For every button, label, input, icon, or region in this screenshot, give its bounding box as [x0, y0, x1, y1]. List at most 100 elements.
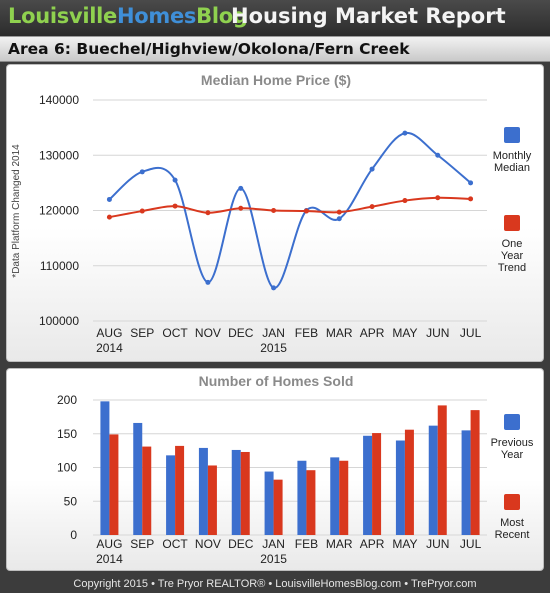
data-point [106, 214, 112, 220]
data-point [303, 208, 309, 214]
data-point [369, 166, 375, 172]
data-point [172, 177, 178, 183]
series-line [109, 196, 471, 219]
x-tick-label: AUG [96, 326, 122, 340]
y-tick-label: 120000 [39, 204, 79, 218]
data-point [336, 209, 342, 215]
bar [339, 460, 349, 535]
y-tick-label: 130000 [39, 148, 79, 162]
x-tick-sublabel: 2014 [96, 552, 123, 566]
legend-label: Recent [495, 529, 530, 541]
bar [306, 470, 316, 535]
bar [273, 479, 283, 535]
data-point [106, 196, 112, 202]
report-title: Housing Market Report [231, 4, 506, 28]
x-tick-label: JUN [426, 537, 449, 551]
data-point [369, 204, 375, 210]
x-tick-label: NOV [195, 537, 221, 551]
x-tick-label: SEP [130, 537, 154, 551]
data-point [435, 195, 441, 201]
y-tick-label: 200 [57, 393, 77, 407]
y-tick-label: 140000 [39, 93, 79, 107]
data-point [402, 130, 408, 136]
bar [437, 405, 447, 535]
data-point [139, 169, 145, 175]
x-tick-sublabel: 2015 [260, 341, 287, 355]
x-tick-label: AUG [96, 537, 122, 551]
legend-swatch [504, 414, 520, 430]
data-point [238, 205, 244, 211]
x-tick-sublabel: 2015 [260, 552, 287, 566]
data-point [139, 208, 145, 214]
bar [133, 422, 143, 535]
bar [166, 455, 176, 535]
data-point [402, 198, 408, 204]
legend-label: Trend [498, 262, 526, 274]
bar [363, 435, 373, 535]
data-point [336, 216, 342, 222]
data-point [238, 185, 244, 191]
legend-label: Year [501, 250, 524, 262]
chart-title: Median Home Price ($) [201, 72, 351, 88]
x-tick-label: MAY [392, 326, 417, 340]
x-tick-label: MAR [326, 326, 353, 340]
data-point [468, 180, 474, 186]
legend-label: Median [494, 162, 530, 174]
x-tick-label: SEP [130, 326, 154, 340]
x-tick-label: DEC [228, 326, 254, 340]
data-point [205, 210, 211, 216]
brand-logo[interactable]: LouisvilleHomesBlog [8, 4, 248, 28]
legend-swatch [504, 127, 520, 143]
bar [297, 460, 307, 535]
x-tick-label: DEC [228, 537, 254, 551]
bar [428, 425, 438, 535]
bar [395, 440, 405, 535]
x-tick-label: JUL [460, 537, 482, 551]
report-header: LouisvilleHomesBlog Housing Market Repor… [0, 0, 550, 36]
data-point [271, 285, 277, 291]
x-tick-label: OCT [162, 326, 188, 340]
bar [330, 457, 340, 535]
legend-label: Previous [491, 437, 534, 449]
bar [198, 447, 208, 535]
y-tick-label: 100 [57, 461, 77, 475]
brand-part-2: Homes [116, 4, 197, 28]
x-tick-label: FEB [295, 537, 318, 551]
bar [404, 429, 414, 535]
copyright-footer: Copyright 2015 • Tre Pryor REALTOR® • Lo… [73, 578, 477, 590]
x-tick-label: JAN [262, 326, 285, 340]
legend-label: One [502, 238, 523, 250]
y-tick-label: 100000 [39, 314, 79, 328]
x-tick-label: MAY [392, 537, 417, 551]
x-tick-label: JAN [262, 537, 285, 551]
brand-part-3: Blog [196, 4, 248, 28]
legend-label: Monthly [493, 150, 532, 162]
x-tick-label: FEB [295, 326, 318, 340]
brand-part-1: Louisville [8, 4, 117, 28]
bar [207, 465, 217, 535]
bar [100, 401, 110, 535]
bar [372, 433, 382, 535]
median-price-panel: Median Home Price ($) 140000 130000 120000 1… [6, 64, 544, 362]
bar [470, 410, 480, 535]
homes-sold-panel: Number of Homes Sold 200 150 100 50 0 AUG 2014 S… [6, 368, 544, 571]
legend-label: Most [500, 517, 524, 529]
bar [240, 451, 250, 535]
bar [231, 449, 241, 535]
x-tick-label: APR [360, 326, 385, 340]
bar [109, 434, 119, 535]
data-point [205, 279, 211, 285]
y-tick-label: 50 [64, 494, 78, 508]
x-tick-label: NOV [195, 326, 221, 340]
area-banner: Area 6: Buechel/Highview/Okolona/Fern Cr… [0, 36, 550, 62]
data-point [271, 208, 277, 213]
chart-title: Number of Homes Sold [199, 373, 354, 389]
legend-swatch [504, 215, 520, 231]
data-point [172, 203, 178, 209]
x-tick-label: JUL [460, 326, 482, 340]
legend-swatch [504, 494, 520, 510]
data-point [468, 196, 474, 202]
area-title: Area 6: Buechel/Highview/Okolona/Fern Cr… [8, 40, 410, 58]
y-tick-label: 0 [70, 528, 77, 542]
